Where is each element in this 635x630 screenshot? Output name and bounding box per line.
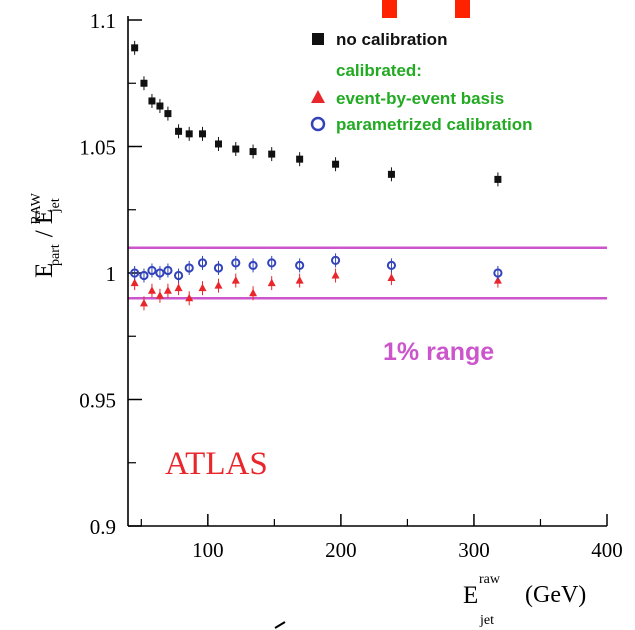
data-point	[140, 79, 148, 87]
x-tick-label: 400	[591, 538, 623, 562]
data-point	[214, 281, 223, 289]
data-point	[387, 170, 395, 178]
data-point	[163, 265, 173, 276]
x-axis-label-unit: (GeV)	[525, 582, 586, 608]
data-point	[130, 268, 140, 278]
red-bar-left	[382, 0, 397, 18]
y-tick-label: 1	[106, 262, 117, 286]
x-tick-label: 300	[458, 538, 490, 562]
data-point	[131, 44, 139, 52]
data-point	[214, 140, 222, 148]
x-axis-label-base: E	[463, 582, 478, 609]
range-band	[128, 246, 607, 300]
data-point	[330, 255, 341, 265]
data-point	[147, 286, 156, 294]
data-point	[267, 258, 277, 268]
data-point	[185, 293, 194, 302]
data-point	[249, 148, 257, 156]
legend-label: no calibration	[336, 30, 447, 49]
y-label-den-sup: RAW	[29, 192, 44, 224]
data-point	[198, 283, 207, 292]
data-point	[155, 291, 164, 299]
data-point	[139, 298, 148, 307]
series-circle	[130, 253, 503, 283]
data-point	[199, 130, 207, 138]
data-point	[249, 288, 258, 297]
data-point	[164, 110, 172, 118]
data-point	[387, 273, 396, 282]
y-label-den: E	[31, 209, 58, 224]
y-tick-label: 0.9	[90, 515, 116, 539]
data-point	[130, 278, 139, 287]
legend-marker	[310, 116, 326, 132]
data-point	[248, 260, 258, 271]
red-bar-right	[455, 0, 470, 18]
data-point	[267, 278, 276, 287]
y-tick-label: 1.05	[79, 136, 116, 160]
data-point	[231, 276, 240, 284]
y-label-num-sub: part	[48, 244, 63, 266]
data-point	[175, 127, 183, 135]
ticks: 0.9 0.95 1 1.05 1.1 100 200 300 400	[79, 9, 623, 562]
y-label-den-sub: jet	[48, 198, 63, 213]
x-axis-label-sup: raw	[479, 572, 501, 587]
series-triangle	[130, 268, 502, 311]
y-tick-label: 0.95	[79, 389, 116, 413]
stray-mark	[274, 621, 286, 629]
data-point	[155, 268, 165, 278]
data-point	[386, 260, 397, 271]
y-label-slash: /	[31, 230, 58, 237]
data-point	[331, 271, 340, 279]
data-point	[163, 286, 172, 294]
x-tick-label: 200	[325, 538, 357, 562]
data-point	[139, 270, 149, 281]
data-point	[295, 260, 305, 271]
data-point	[148, 97, 156, 105]
legend: no calibration calibrated: event-by-event …	[310, 30, 533, 134]
legend-marker	[311, 90, 325, 103]
data-point	[268, 150, 276, 158]
data-point	[184, 263, 194, 273]
legend-label: parametrized calibration	[336, 115, 533, 134]
x-tick-label: 100	[192, 538, 224, 562]
data-point	[185, 130, 193, 138]
data-point	[213, 263, 224, 273]
legend-marker	[312, 33, 324, 45]
legend-label: event-by-event basis	[336, 89, 504, 108]
data-point	[156, 102, 164, 110]
data-point	[232, 145, 240, 153]
data-point	[493, 268, 503, 278]
y-tick-label: 1.1	[90, 9, 116, 33]
data-point	[295, 276, 304, 284]
data-point	[174, 283, 183, 292]
data-point	[332, 160, 340, 168]
data-point	[197, 258, 208, 268]
band-label: 1% range	[383, 338, 494, 366]
data-point	[494, 175, 502, 183]
data-point	[147, 265, 157, 276]
y-label-num: E	[31, 263, 58, 278]
legend-header: calibrated:	[336, 61, 422, 80]
series-square	[131, 40, 502, 187]
data-series	[130, 40, 503, 311]
atlas-annotation: ATLAS	[165, 446, 268, 482]
data-point	[173, 270, 184, 281]
x-axis-label-sub: jet	[479, 613, 494, 628]
data-point	[296, 155, 304, 163]
data-point	[231, 258, 241, 268]
